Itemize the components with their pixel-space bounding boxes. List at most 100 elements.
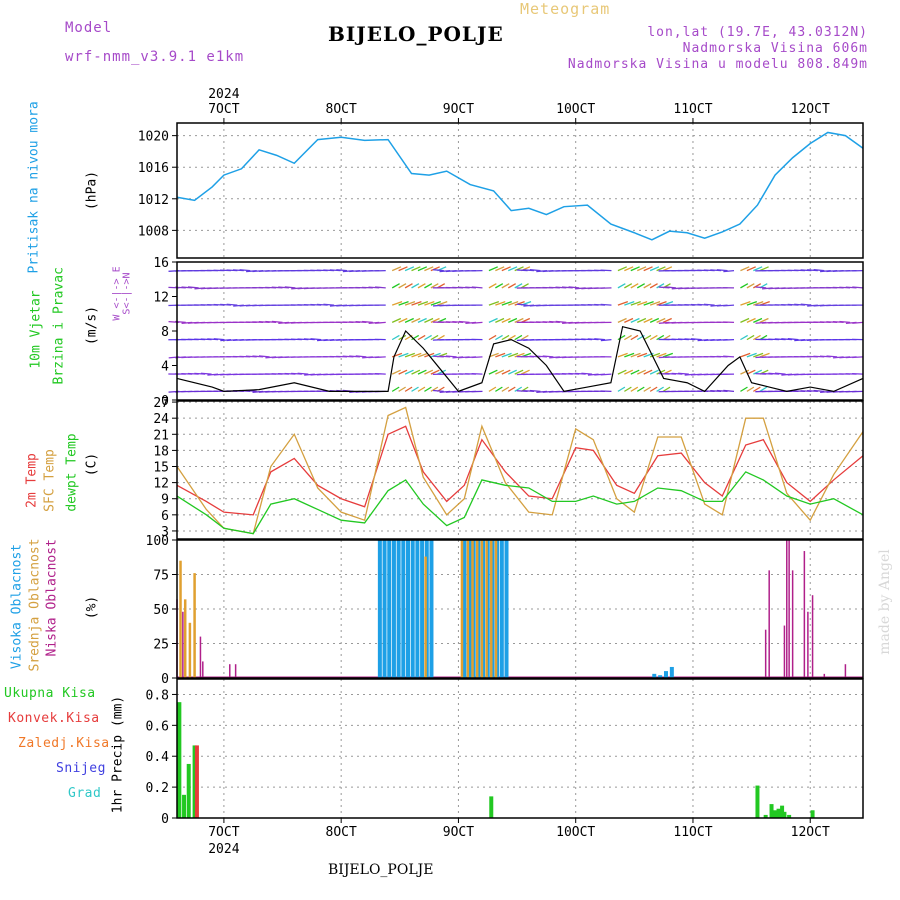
wind-arrow <box>488 334 497 341</box>
ytick-label: 16 <box>153 256 169 271</box>
wind-arrow <box>417 352 428 358</box>
ytick-label: 50 <box>153 603 169 618</box>
wind-arrow <box>213 338 225 341</box>
wind-arrow <box>746 352 757 358</box>
wind-arrow <box>520 369 530 375</box>
wind-arrow <box>501 334 510 341</box>
wind-arrow <box>433 269 444 272</box>
wind-arrow <box>374 356 386 359</box>
wind-arrow <box>424 334 432 341</box>
mid-cloud-bar <box>471 540 474 678</box>
high-cloud-bar <box>669 666 674 678</box>
low-cloud-bar <box>182 611 184 678</box>
ytick-label: 4 <box>161 360 169 375</box>
wind-arrow <box>514 317 524 323</box>
wind-arrow <box>226 303 238 306</box>
wind-arrow <box>495 283 504 289</box>
cloud-frame <box>176 539 864 679</box>
mid-cloud-bar <box>193 573 196 678</box>
wind-arrow <box>636 369 646 375</box>
wind-arrow <box>424 301 435 306</box>
year-top: 2024 <box>208 87 239 102</box>
mid-cloud-bar <box>188 622 192 678</box>
wind-arrow <box>753 352 764 358</box>
wind-arrow <box>630 369 640 375</box>
date-tick-top: 7OCT <box>208 102 239 117</box>
wind-arrow <box>458 320 470 324</box>
wind-arrow <box>656 301 667 306</box>
low-cloud-bar <box>202 661 204 678</box>
wind-arrow <box>678 372 689 375</box>
wind-arrow <box>514 301 525 306</box>
wind-arrow <box>411 317 421 323</box>
wind-arrow <box>753 283 762 289</box>
pressure-line <box>176 131 864 241</box>
date-tick-bottom: 8OCT <box>326 825 357 840</box>
wind-arrow <box>813 269 825 272</box>
wind-arrow <box>746 317 756 323</box>
mid-cloud-bar <box>183 599 187 678</box>
wind-arrow <box>716 269 728 272</box>
wind-arrow <box>624 266 634 272</box>
date-tick-bottom: 10OCT <box>556 825 595 840</box>
wind-arrow <box>258 355 270 358</box>
wind-arrow <box>656 352 667 358</box>
legend-ukupna-kisa: Ukupna Kisa <box>4 686 96 701</box>
wind-arrow <box>555 320 567 324</box>
wind-arrow <box>703 303 715 306</box>
wind-arrow <box>495 352 506 358</box>
ytick-label: 24 <box>153 412 169 427</box>
wind-arrow <box>746 334 755 341</box>
wind-arrow <box>643 266 653 272</box>
wind-arrow <box>630 283 639 289</box>
wind-arrow <box>417 334 426 341</box>
wind-arrow <box>507 369 517 375</box>
wind-arrow <box>617 317 627 323</box>
wind-arrow <box>637 301 648 306</box>
total-rain-bar <box>177 702 182 818</box>
wind-arrow <box>753 301 764 306</box>
ytick-label: 0 <box>161 394 169 409</box>
ytick-label: 3 <box>161 525 169 540</box>
wind-arrow <box>656 283 665 289</box>
wind-arrow <box>624 352 635 358</box>
high-cloud-bar <box>499 540 504 678</box>
wind-arrow <box>417 369 427 375</box>
wind-arrow <box>411 369 421 375</box>
wind-arrow <box>424 369 434 375</box>
ytick-label: 0.8 <box>146 688 169 703</box>
high-cloud-bar <box>406 540 411 678</box>
low-cloud-bar <box>199 636 202 678</box>
wind-arrow <box>404 369 414 375</box>
wind-arrow <box>826 355 838 358</box>
wind-arrow <box>636 317 647 323</box>
wind-arrow <box>723 304 735 307</box>
wind-arrow <box>624 301 635 306</box>
station-title: BIJELO_POLJE <box>328 22 504 46</box>
low-cloud-bar <box>807 611 809 678</box>
wind-speed-line <box>176 325 864 393</box>
high-cloud-bar <box>420 540 425 678</box>
wind-arrow <box>391 283 400 289</box>
wind-arrow <box>430 283 439 289</box>
wind-arrow <box>643 369 653 375</box>
high-cloud-bar <box>504 540 509 678</box>
low-cloud-bar <box>791 570 794 678</box>
wind-arrow <box>643 283 652 289</box>
wind-arrow <box>630 317 640 323</box>
wind-arrow <box>759 386 768 392</box>
wind-arrow <box>662 352 674 358</box>
wind-arrow <box>391 301 403 306</box>
wind-arrow <box>643 386 652 392</box>
total-rain-bar <box>763 814 768 818</box>
wind-arrow <box>662 266 673 272</box>
wind-arrow <box>501 301 512 306</box>
wind-arrow <box>740 317 750 323</box>
mid-cloud-bar <box>466 540 470 678</box>
total-rain-bar <box>192 745 197 818</box>
wind-arrow <box>424 266 434 272</box>
wind-arrow <box>417 266 428 272</box>
wind-arrow <box>594 338 606 341</box>
wind-arrow <box>529 269 541 272</box>
wind-arrow <box>424 386 432 392</box>
